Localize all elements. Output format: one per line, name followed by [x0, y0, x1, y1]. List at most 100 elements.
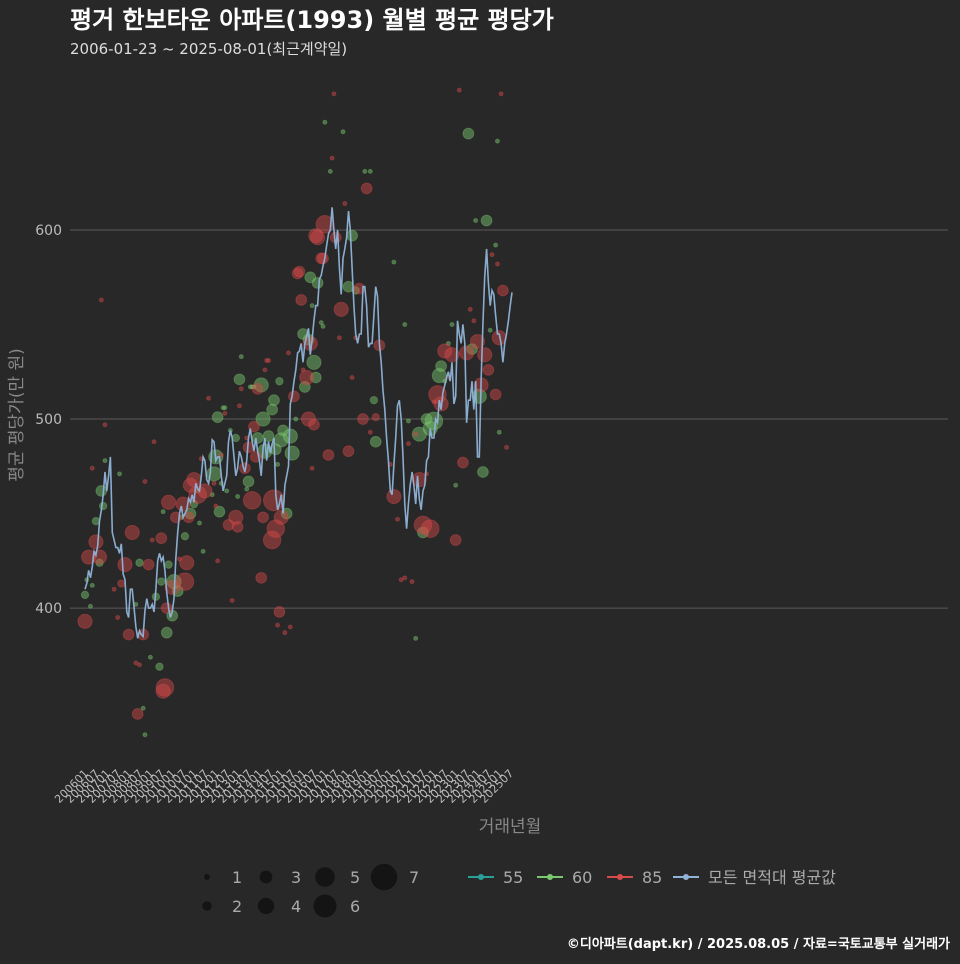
point-60-201701	[322, 119, 328, 125]
point-85-200812	[142, 558, 155, 571]
point-60-201106	[200, 548, 206, 554]
point-85-201008	[175, 572, 195, 591]
point-85-202005	[395, 516, 401, 522]
point-60-202411	[493, 242, 499, 248]
point-85-201508	[288, 390, 300, 403]
point-85-201612	[317, 252, 329, 265]
point-85-200908	[155, 683, 171, 699]
point-60-201411	[275, 461, 281, 467]
point-85-201609	[309, 229, 326, 246]
point-60-201811	[362, 168, 368, 174]
point-85-202305	[457, 456, 469, 469]
legend-dot-2	[617, 874, 623, 880]
point-85-202103	[413, 431, 419, 437]
point-60-200612	[102, 458, 108, 464]
legend-dot-1	[547, 874, 553, 880]
point-85-202201	[431, 399, 437, 405]
point-85-201001	[164, 579, 180, 595]
point-60-200605	[89, 582, 95, 588]
point-60-202310	[466, 343, 478, 356]
point-85-200801	[122, 628, 135, 641]
point-85-202407	[482, 364, 495, 376]
point-60-200908	[160, 509, 166, 515]
point-60-202408	[487, 327, 493, 333]
point-60-201412	[275, 377, 284, 386]
point-60-201802	[342, 280, 355, 293]
point-60-202011	[405, 418, 411, 424]
point-85-200603	[81, 549, 97, 565]
legend-color-label: 55	[503, 868, 523, 887]
point-60-200809	[140, 705, 146, 711]
scatter-points	[77, 87, 510, 738]
point-85-202401	[469, 333, 486, 350]
point-85-200903	[151, 439, 157, 445]
average-line-group	[84, 207, 513, 639]
point-60-202406	[480, 214, 493, 227]
point-60-201711	[340, 129, 346, 135]
point-60-202501	[496, 429, 502, 435]
y-axis-label: 평균 평당가(만 원)	[7, 348, 27, 482]
point-60-200611	[98, 501, 108, 511]
point-85-202011	[405, 441, 411, 447]
point-85-201411	[275, 622, 281, 628]
point-85-201709	[336, 335, 342, 341]
point-60-201302	[233, 373, 246, 386]
point-85-200911	[160, 494, 177, 510]
point-85-202111	[420, 519, 440, 538]
y-tick-label: 400	[35, 601, 62, 617]
point-85-201011	[182, 477, 198, 493]
point-85-202411	[489, 388, 502, 401]
legend-size-label: 4	[291, 897, 301, 916]
point-60-201111	[209, 492, 215, 498]
point-85-201905	[371, 412, 380, 422]
point-60-201602	[298, 381, 311, 393]
point-60-201310	[251, 384, 257, 390]
point-60-200810	[142, 732, 148, 738]
point-60-200607	[91, 516, 101, 526]
point-85-200612	[102, 422, 108, 428]
point-85-200607	[88, 534, 104, 550]
point-85-200601	[77, 613, 93, 629]
legend-size-label: 1	[232, 868, 242, 887]
point-85-200907	[155, 532, 168, 545]
point-60-202301	[453, 482, 459, 488]
point-85-201206	[222, 410, 228, 416]
point-60-201607	[306, 354, 322, 370]
point-85-200803	[124, 524, 140, 541]
legend: 1 2 3 4 5 6 7 55 60 85 모든 면적대 평균값	[202, 863, 836, 918]
point-85-201505	[286, 350, 292, 356]
point-60-202009	[402, 322, 408, 328]
point-60-202109	[420, 413, 433, 425]
legend-size-6	[313, 894, 337, 918]
point-85-201201	[213, 503, 219, 509]
point-85-200711	[117, 557, 133, 573]
point-85-200707	[115, 615, 121, 621]
point-85-201005	[176, 556, 182, 562]
point-60-202103	[413, 635, 419, 641]
point-85-201608	[308, 228, 324, 244]
point-60-201402	[253, 377, 269, 393]
grid-lines	[70, 229, 948, 609]
point-60-201608	[309, 371, 322, 384]
credit-text: ©디아파트(dapt.kr) / 2025.08.05 / 자료=국토교통부 실…	[567, 936, 950, 952]
point-60-201312	[251, 432, 264, 444]
point-85-200902	[149, 537, 155, 543]
point-60-201104	[196, 520, 202, 526]
point-85-202007	[398, 577, 404, 583]
point-60-201612	[320, 323, 326, 329]
legend-color-label: 85	[642, 868, 662, 887]
point-85-201703	[322, 449, 335, 461]
point-85-201812	[360, 182, 373, 195]
point-85-200909	[155, 678, 175, 697]
point-85-202307	[458, 345, 475, 361]
point-60-200609	[95, 558, 104, 567]
point-85-202107	[413, 515, 433, 535]
chart-title: 평거 한보타운 아파트(1993) 월별 평균 평당가	[70, 6, 554, 34]
point-85-200709	[117, 579, 126, 588]
point-85-201212	[228, 509, 244, 525]
point-85-202101	[409, 579, 415, 585]
point-85-201410	[266, 519, 286, 538]
point-60-201207	[224, 488, 230, 494]
point-85-201310	[248, 420, 260, 433]
